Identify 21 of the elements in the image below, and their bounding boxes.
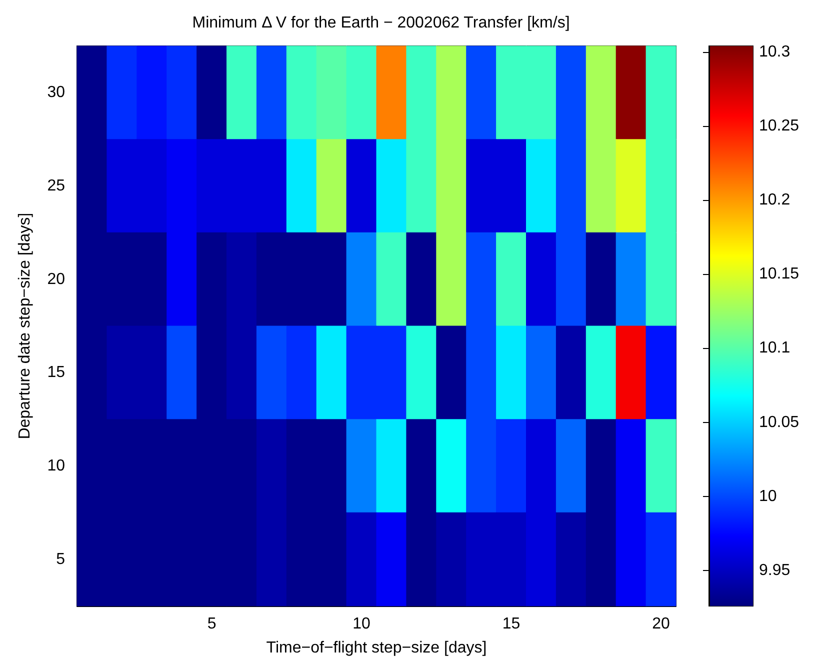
chart-title: Minimum Δ V for the Earth − 2002062 Transfer [km/s] (192, 14, 570, 32)
y-tick-label: 5 (56, 550, 66, 568)
color-bar-label: 10.3 (759, 43, 790, 60)
x-tick-label: 20 (652, 616, 670, 632)
x-axis-title: Time−of−flight step−size [days] (266, 640, 487, 656)
y-tick-label: 30 (47, 84, 66, 102)
x-tick-label: 15 (502, 616, 520, 632)
color-bar-label: 10 (759, 488, 777, 505)
y-tick-label: 25 (47, 178, 66, 194)
x-tick-label: 5 (207, 616, 216, 632)
y-tick-label: 20 (47, 270, 66, 288)
color-bar-label: 10.15 (759, 266, 800, 283)
y-axis-title: Departure date step−size [days] (16, 212, 34, 440)
color-bar-label: 10.05 (759, 414, 800, 431)
color-bar-label: 10.1 (759, 340, 790, 357)
x-tick-label: 10 (352, 616, 371, 632)
y-tick-label: 10 (47, 458, 66, 474)
y-tick-label: 15 (47, 364, 66, 382)
color-bar-label: 9.95 (759, 562, 790, 579)
color-bar-label: 10.2 (759, 192, 790, 209)
color-bar-label: 10.25 (759, 118, 800, 134)
